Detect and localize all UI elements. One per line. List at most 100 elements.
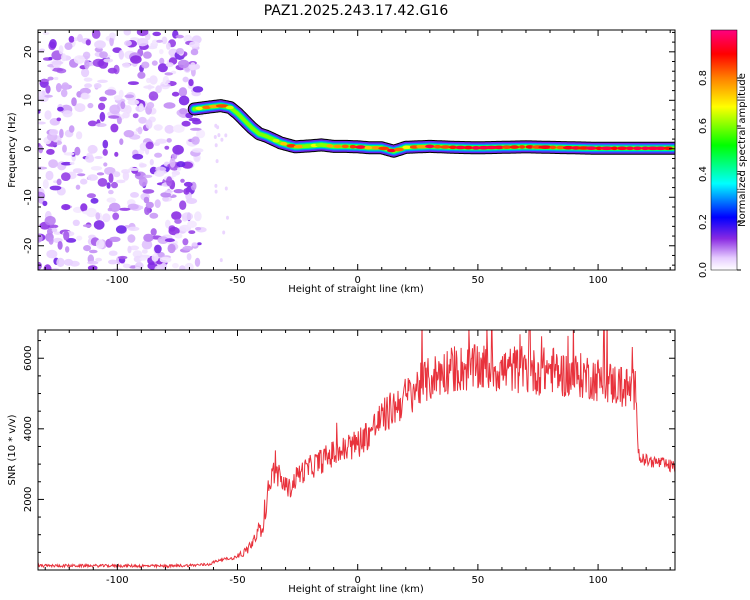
noise-blob [156,39,163,43]
noise-blob [64,42,73,50]
noise-blob [116,179,126,184]
noise-blob [222,230,226,235]
ridge-peak [364,145,373,150]
ridge-peak [202,105,212,110]
ridge-peak [215,104,229,108]
x-tick-label: 50 [472,275,485,286]
noise-blob [118,255,128,260]
noise-blob [157,236,169,245]
noise-blob [179,108,188,115]
y-tick-label: 2000 [23,487,34,512]
noise-blob [139,205,144,210]
noise-blob [89,249,98,254]
noise-blob [142,189,155,194]
noise-blob [38,166,48,170]
noise-blob [169,157,176,168]
ridge-peak [349,144,357,149]
ridge-peak [455,145,467,150]
noise-blob [44,110,52,120]
x-tick-label: -100 [106,575,129,586]
noise-blob [87,144,98,154]
ridge-peak [616,146,628,151]
bottom-x-axis-label: Height of straight line (km) [288,584,424,595]
ridge-peak [585,146,598,150]
noise-blob [56,257,65,267]
noise-blob [184,262,194,270]
noise-blob [191,136,200,145]
ridge-peak [502,145,512,149]
noise-blob [181,120,191,127]
noise-blob [73,55,85,64]
y-tick-label: 20 [23,45,34,58]
noise-blob [56,178,62,186]
noise-blob [160,192,172,198]
noise-blob [104,167,116,175]
noise-blob [76,235,83,241]
noise-blob [143,85,155,89]
noise-blob [118,89,124,98]
noise-blob [77,34,83,43]
bottom-plot-frame [37,329,676,571]
noise-blob [125,105,132,114]
noise-blob [84,59,90,70]
noise-blob [45,85,51,94]
ridge-peak [355,145,366,149]
colorbar-ticks: 0.0 0.2 0.4 0.6 0.8 [698,70,741,278]
noise-blob [80,92,89,100]
noise-blob [77,173,86,177]
noise-blob [68,125,75,133]
noise-blob [145,119,153,130]
noise-blob [159,256,172,263]
noise-blob [137,126,143,135]
noise-blob [42,179,49,189]
noise-blob [60,89,68,98]
noise-blob [138,116,147,124]
ridge-peak [433,144,442,149]
noise-blob [224,186,228,191]
noise-blob [127,234,136,243]
noise-blob [104,89,117,96]
y-tick-label: -20 [23,238,34,254]
noise-blob [74,103,86,113]
noise-blob [75,131,83,140]
noise-blob [102,148,108,156]
noise-blob [154,199,161,209]
noise-blob [112,212,120,220]
noise-blob [166,79,171,84]
noise-blob [61,204,71,211]
ridge-peak [387,148,396,153]
top-x-axis-label: Height of straight line (km) [288,284,424,295]
noise-blob [99,51,108,59]
noise-blob [183,188,190,195]
noise-blob [68,35,75,43]
noise-blob [65,238,77,243]
ridge-peak [195,106,203,111]
noise-blob [144,206,151,216]
noise-blob [137,71,146,79]
noise-blob [42,31,50,35]
noise-blob [138,103,144,112]
ridge-peak [556,145,566,150]
noise-blob [165,219,171,229]
noise-blob [86,193,96,199]
noise-blob [149,212,159,219]
noise-blob [74,146,81,156]
noise-blob [136,38,149,47]
noise-blob [154,244,162,254]
noise-blob [143,51,152,59]
noise-blob [46,148,55,155]
noise-blob [63,258,74,266]
noise-blob [145,141,154,150]
noise-blob [155,85,162,94]
noise-blob [219,258,223,263]
noise-blob [189,41,200,48]
noise-blob [87,265,98,270]
noise-blob [109,36,114,47]
ridge-peak [562,145,574,150]
noise-blob [171,91,180,97]
noise-blob [168,226,180,236]
colorbar: 0.0 0.2 0.4 0.6 0.8 Normalized spectral ampl… [698,29,748,278]
ridge-peak [333,144,342,149]
noise-blob [83,245,92,252]
noise-blob [130,192,139,198]
